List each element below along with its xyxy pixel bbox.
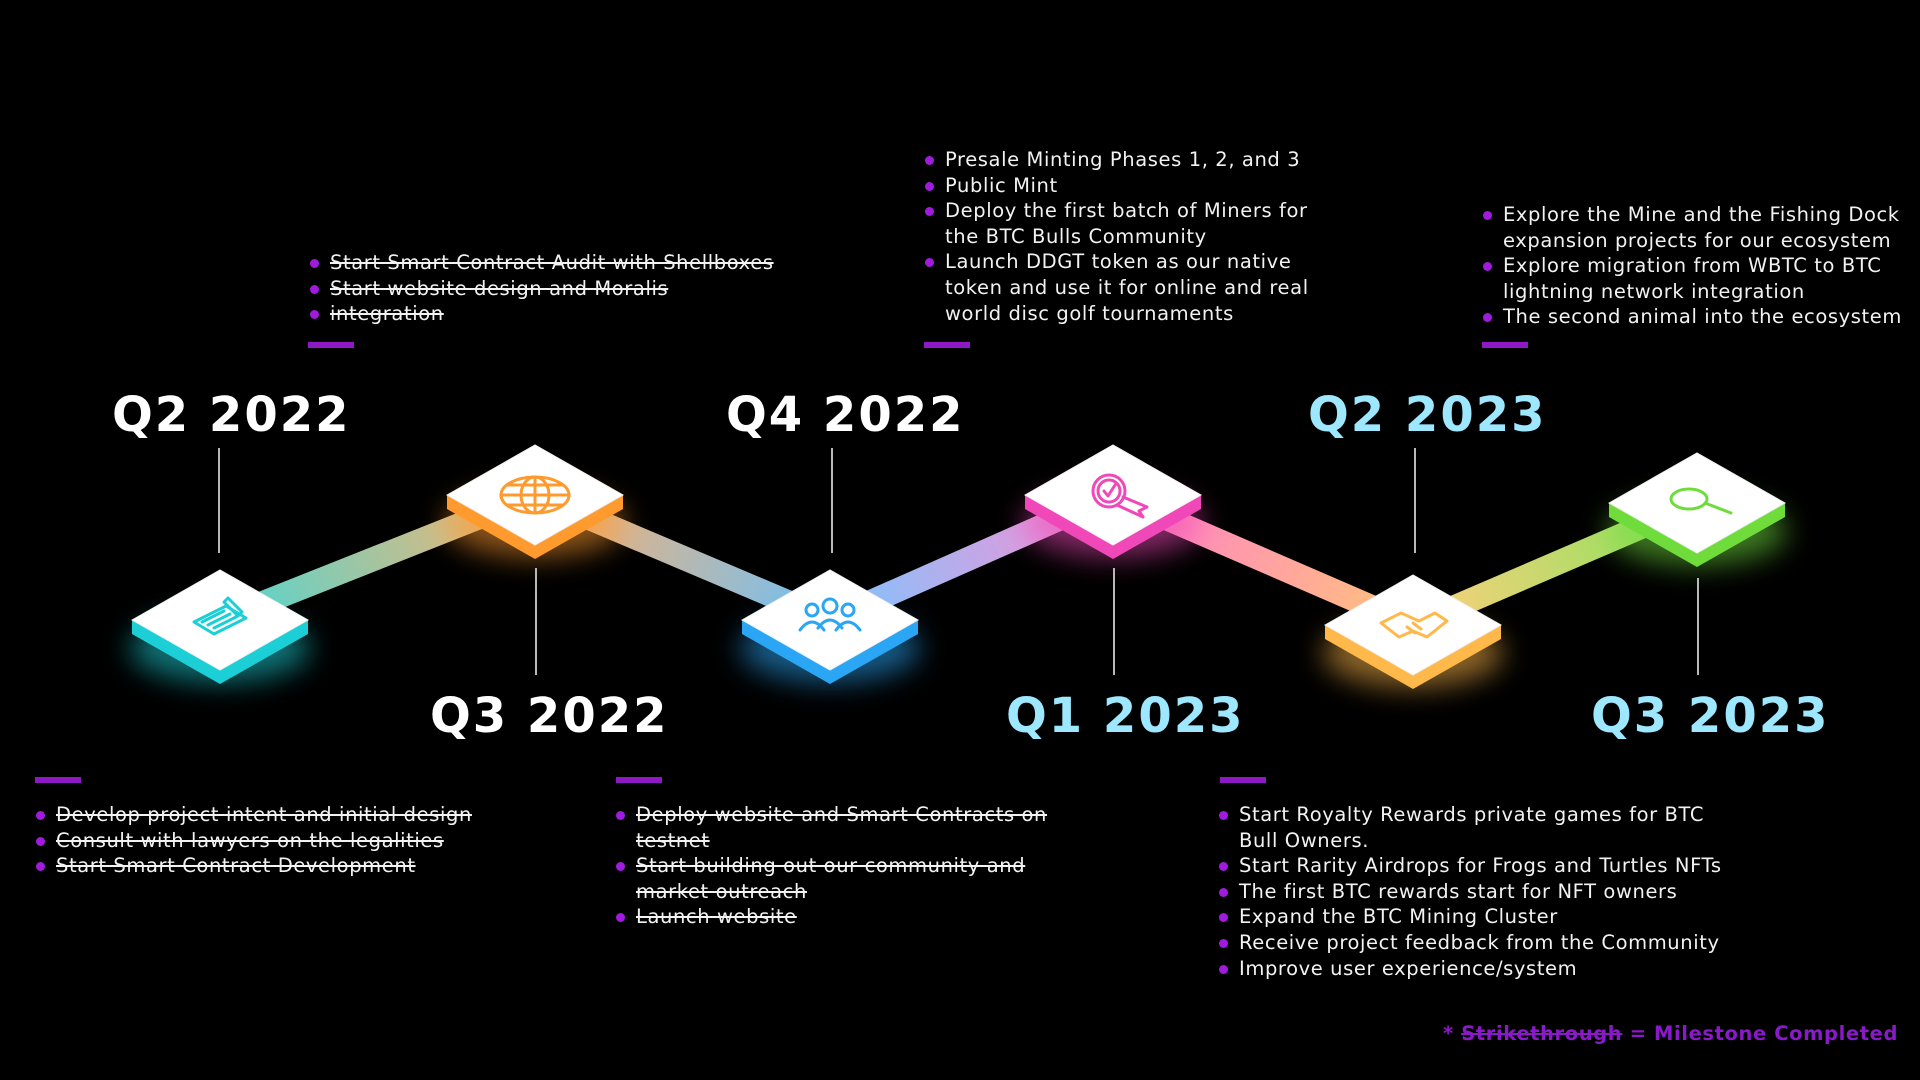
list-item: world disc golf tournaments [945, 301, 1234, 325]
community-icon [798, 597, 862, 632]
accent-bar-q1-2023 [924, 342, 970, 348]
award-badge-icon [1091, 473, 1149, 519]
pointer-line-q3-2023 [1697, 578, 1699, 675]
legend-marker: * [1443, 1022, 1454, 1045]
accent-bar-q4-2022 [616, 777, 662, 783]
pointer-line-q2-2022 [218, 448, 220, 553]
list-item: Launch DDGT token as our native [923, 249, 1309, 275]
list-item: lightning network integration [1503, 279, 1805, 303]
milestone-list-q3-2023: Explore the Mine and the Fishing Dock ex… [1481, 202, 1902, 330]
milestone-list-q2-2023: Start Royalty Rewards private games for … [1217, 802, 1722, 981]
node-base [447, 495, 623, 559]
quarter-label-q3-2022: Q3 2022 [430, 688, 669, 744]
list-item: market outreach [636, 879, 807, 903]
list-item: testnet [636, 828, 710, 852]
list-item: Public Mint [923, 173, 1309, 199]
legend-text: = Milestone Completed [1622, 1022, 1899, 1045]
pointer-line-q1-2023 [1113, 568, 1115, 675]
milestone-list-q1-2023: Presale Minting Phases 1, 2, and 3 Publi… [923, 147, 1309, 326]
list-item: token and use it for online and real [945, 275, 1309, 299]
milestone-node-q3-2023 [1607, 452, 1787, 567]
magnifier-icon [1669, 487, 1733, 515]
globe-icon [499, 475, 571, 515]
node-top [1323, 574, 1503, 676]
milestone-node-q1-2023 [1023, 444, 1203, 559]
list-item: Start website design and Moralis [308, 276, 774, 302]
list-item: Launch website [614, 904, 1047, 930]
list-item: Start Smart Contract Development [34, 853, 472, 879]
connector-paths [208, 483, 1709, 637]
legend-strike-word: Strikethrough [1461, 1022, 1623, 1045]
milestone-node-q3-2022 [445, 444, 625, 559]
milestone-list-q4-2022: Deploy website and Smart Contracts on te… [614, 802, 1047, 930]
node-base [742, 620, 918, 684]
accent-bar-q2-2022 [35, 777, 81, 783]
legend-note: * Strikethrough = Milestone Completed [1443, 1022, 1898, 1045]
accent-bar-q2-2023 [1220, 777, 1266, 783]
list-item: Consult with lawyers on the legalities [34, 828, 472, 854]
list-item: Expand the BTC Mining Cluster [1217, 904, 1722, 930]
pointer-line-q4-2022 [831, 448, 833, 553]
quarter-label-q2-2023: Q2 2023 [1308, 387, 1547, 443]
list-item: Improve user experience/system [1217, 956, 1722, 982]
accent-bar-q3-2023 [1482, 342, 1528, 348]
milestone-node-q4-2022 [740, 569, 920, 684]
node-base [132, 620, 308, 684]
list-item: integration [308, 301, 774, 327]
node-base [1325, 625, 1501, 689]
list-item: Start Smart Contract Audit with Shellbox… [308, 250, 774, 276]
document-pen-icon [192, 596, 248, 636]
quarter-label-q3-2023: Q3 2023 [1591, 688, 1830, 744]
list-item: Presale Minting Phases 1, 2, and 3 [923, 147, 1309, 173]
list-item: Bull Owners. [1239, 828, 1369, 852]
quarter-label-q2-2022: Q2 2022 [112, 387, 351, 443]
list-item: Start Rarity Airdrops for Frogs and Turt… [1217, 853, 1722, 879]
list-item: The first BTC rewards start for NFT owne… [1217, 879, 1722, 905]
accent-bar-q3-2022 [308, 342, 354, 348]
milestone-node-q2-2023 [1323, 574, 1503, 689]
list-item: Start Royalty Rewards private games for … [1217, 802, 1722, 828]
list-item: Explore the Mine and the Fishing Dock [1481, 202, 1902, 228]
handshake-icon [1379, 611, 1449, 639]
milestone-list-q3-2022: Start Smart Contract Audit with Shellbox… [308, 250, 774, 327]
quarter-label-q4-2022: Q4 2022 [726, 387, 965, 443]
list-item: Deploy the first batch of Miners for [923, 198, 1309, 224]
list-item: The second animal into the ecosystem [1481, 304, 1902, 330]
pointer-line-q2-2023 [1414, 448, 1416, 553]
pointer-line-q3-2022 [535, 568, 537, 675]
milestone-node-q2-2022 [130, 569, 310, 684]
node-top [1023, 444, 1203, 546]
node-top [1607, 452, 1787, 554]
list-item: expansion projects for our ecosystem [1503, 228, 1892, 252]
list-item: Develop project intent and initial desig… [34, 802, 472, 828]
milestone-nodes [130, 444, 1787, 689]
list-item: Receive project feedback from the Commun… [1217, 930, 1722, 956]
node-base [1025, 495, 1201, 559]
list-item: Start building out our community and [614, 853, 1047, 879]
milestone-list-q2-2022: Develop project intent and initial desig… [34, 802, 472, 879]
list-item: the BTC Bulls Community [945, 224, 1207, 248]
quarter-label-q1-2023: Q1 2023 [1006, 688, 1245, 744]
list-item: Deploy website and Smart Contracts on [614, 802, 1047, 828]
list-item: Explore migration from WBTC to BTC [1481, 253, 1902, 279]
node-base [1609, 503, 1785, 567]
